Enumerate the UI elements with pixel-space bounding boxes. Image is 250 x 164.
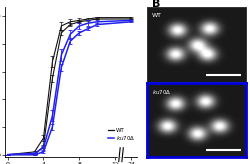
Text: $\mathit{ku70\Delta}$: $\mathit{ku70\Delta}$	[151, 88, 171, 96]
Text: WT: WT	[151, 13, 161, 18]
Text: B: B	[151, 0, 160, 9]
Legend: WT, $\mathit{ku70\Delta}$: WT, $\mathit{ku70\Delta}$	[107, 127, 135, 143]
